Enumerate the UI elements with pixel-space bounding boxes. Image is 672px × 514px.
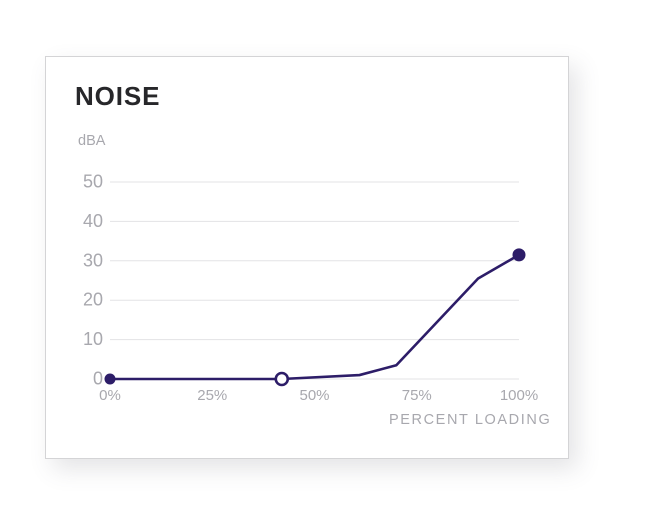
svg-text:30: 30 <box>83 250 103 270</box>
svg-text:0%: 0% <box>99 387 121 404</box>
svg-text:50: 50 <box>83 172 103 192</box>
svg-text:25%: 25% <box>197 387 227 404</box>
svg-text:10: 10 <box>83 329 103 349</box>
svg-text:100%: 100% <box>500 387 538 404</box>
svg-text:0: 0 <box>93 369 103 389</box>
svg-text:40: 40 <box>83 211 103 231</box>
svg-text:75%: 75% <box>402 387 432 404</box>
svg-text:50%: 50% <box>299 387 329 404</box>
svg-text:20: 20 <box>83 290 103 310</box>
